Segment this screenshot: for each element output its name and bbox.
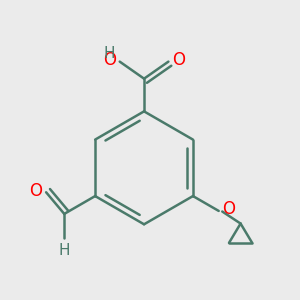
Text: O: O xyxy=(172,51,185,69)
Text: H: H xyxy=(58,243,70,258)
Text: O: O xyxy=(223,200,236,218)
Text: O: O xyxy=(29,182,42,200)
Text: H: H xyxy=(103,46,115,61)
Text: O: O xyxy=(103,51,116,69)
